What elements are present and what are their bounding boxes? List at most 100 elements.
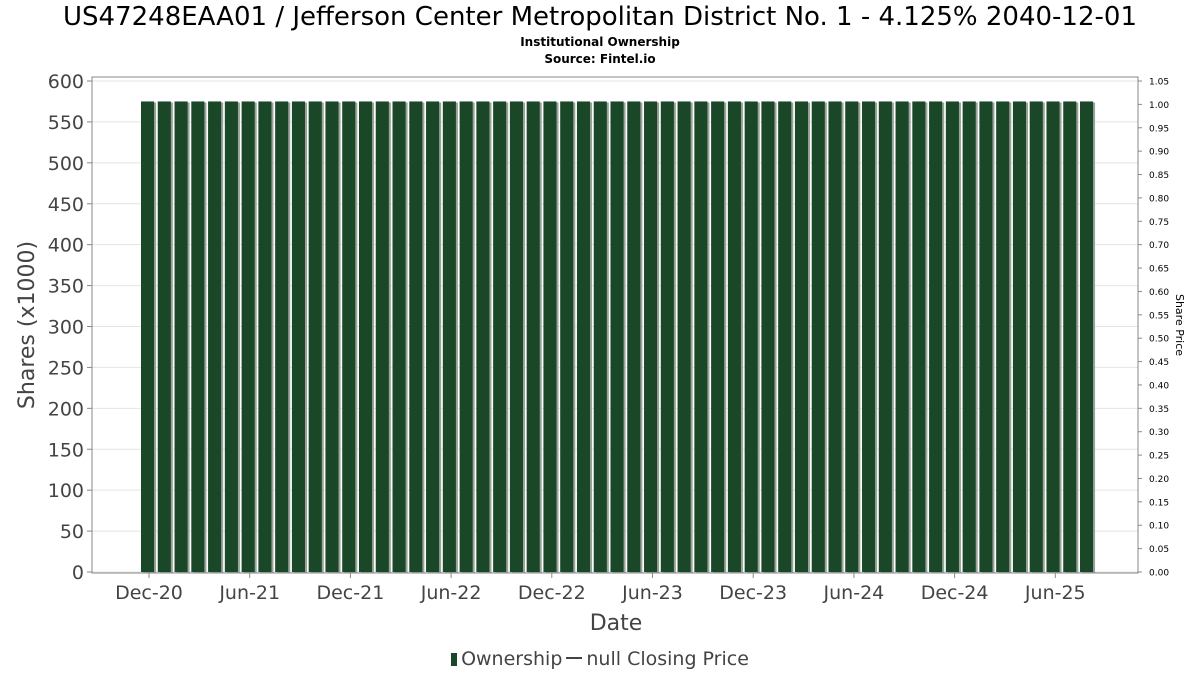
ownership-bar (275, 101, 289, 572)
ownership-bar (442, 101, 456, 572)
y2-tick-label: 0.45 (1149, 358, 1169, 368)
ownership-bar (208, 101, 222, 572)
ownership-bar (1012, 101, 1027, 572)
chart-source: Source: Fintel.io (544, 52, 656, 66)
y-tick-label: 0 (72, 562, 84, 584)
y2-tick-label: 0.40 (1149, 381, 1169, 391)
y2-tick-label: 0.20 (1149, 475, 1169, 485)
y-tick-label: 200 (48, 398, 84, 420)
x-axis-label: Date (590, 611, 643, 636)
price-legend-swatch (566, 657, 583, 659)
ownership-bar (576, 101, 591, 572)
chart-subtitle: Institutional Ownership (520, 35, 680, 49)
y2-tick-label: 0.75 (1149, 218, 1169, 228)
ownership-bar (895, 101, 909, 572)
y2-tick-label: 0.80 (1149, 194, 1169, 204)
ownership-bar (778, 101, 792, 572)
ownership-bar (644, 101, 658, 572)
x-tick-label: Jun-24 (823, 582, 885, 604)
y-axis-ticks: 0 50 100 150 200 250 300 350 400 450 500 550 600 (48, 71, 92, 584)
legend: Ownership null Closing Price (0, 648, 1200, 670)
y-tick-label: 600 (48, 71, 84, 93)
price-legend-label: null Closing Price (586, 648, 749, 670)
y2-tick-label: 0.60 (1149, 288, 1169, 298)
y-tick-label: 450 (48, 194, 84, 216)
ownership-bar (660, 101, 674, 572)
ownership-bar (543, 101, 557, 572)
ownership-bar (1080, 101, 1094, 572)
ownership-bar (291, 101, 305, 572)
y-tick-label: 500 (48, 153, 84, 175)
ownership-bar (392, 101, 406, 572)
ownership-bar (358, 101, 373, 572)
y-tick-label: 350 (48, 276, 84, 298)
x-tick-label: Dec-20 (115, 582, 183, 604)
ownership-bar (878, 101, 892, 572)
y2-tick-label: 0.95 (1149, 124, 1169, 134)
ownership-bar (945, 101, 959, 572)
ownership-bar (828, 101, 842, 572)
y-axis-label: Shares (x1000) (15, 241, 40, 409)
y2-tick-label: 0.50 (1149, 335, 1169, 345)
x-axis-ticks: Dec-20 Jun-21 Dec-21 Jun-22 Dec-22 Jun-23 Dec-… (115, 573, 1086, 604)
x-tick-label: Dec-24 (921, 582, 989, 604)
y-tick-label: 50 (60, 521, 84, 543)
ownership-bar (845, 101, 859, 572)
ownership-bar (794, 101, 809, 572)
ownership-bar (1063, 101, 1077, 572)
ownership-bar (593, 101, 607, 572)
y2-axis-ticks: 0.00 0.05 0.10 0.15 0.20 0.25 0.30 0.35 0.40 0.45… (1138, 78, 1169, 579)
ownership-bar (1046, 101, 1060, 572)
ownership-bar (325, 101, 339, 572)
y2-tick-label: 0.05 (1149, 545, 1169, 555)
y2-tick-label: 0.35 (1149, 405, 1169, 415)
ownership-bar (308, 101, 322, 572)
ownership-bar (996, 101, 1010, 572)
y-tick-label: 550 (48, 112, 84, 134)
y2-tick-label: 1.00 (1149, 101, 1169, 111)
y2-tick-label: 0.90 (1149, 148, 1169, 158)
ownership-bar (962, 101, 976, 572)
ownership-bar (459, 101, 473, 572)
y2-tick-label: 0.65 (1149, 265, 1169, 275)
x-tick-label: Jun-23 (621, 582, 683, 604)
y2-tick-label: 0.25 (1149, 452, 1169, 462)
x-tick-label: Jun-22 (420, 582, 482, 604)
ownership-bar (509, 101, 523, 572)
ownership-bar (342, 101, 356, 572)
ownership-bar (694, 101, 708, 572)
ownership-bar (979, 101, 993, 572)
x-tick-label: Jun-25 (1024, 582, 1086, 604)
y2-tick-label: 0.15 (1149, 498, 1169, 508)
ownership-bar (761, 101, 775, 572)
y-tick-label: 300 (48, 317, 84, 339)
ownership-bar (258, 101, 272, 572)
ownership-bar (493, 101, 507, 572)
ownership-bar (862, 101, 876, 572)
ownership-bar (560, 101, 574, 572)
y2-tick-label: 0.00 (1149, 569, 1169, 579)
ownership-bar (141, 101, 155, 572)
ownership-bar (744, 101, 758, 572)
ownership-bar (727, 101, 741, 572)
ownership-bar (811, 101, 825, 572)
ownership-bar (224, 101, 238, 572)
ownership-bar (610, 101, 624, 572)
y2-tick-label: 0.30 (1149, 428, 1169, 438)
chart-title: US47248EAA01 / Jefferson Center Metropol… (63, 2, 1137, 32)
ownership-bar (157, 101, 171, 572)
ownership-bar (409, 101, 423, 572)
ownership-bar (929, 101, 943, 572)
plot-frame (91, 76, 1139, 574)
ownership-bar (174, 101, 188, 572)
ownership-bar (426, 101, 440, 572)
ownership-legend-swatch (451, 653, 458, 666)
ownership-bar (677, 101, 691, 572)
ownership-bar (191, 101, 205, 572)
y2-tick-label: 1.05 (1149, 78, 1169, 88)
x-tick-label: Dec-21 (316, 582, 384, 604)
ownership-bar (627, 101, 641, 572)
y-tick-label: 250 (48, 357, 84, 379)
ownership-bar (526, 101, 540, 572)
